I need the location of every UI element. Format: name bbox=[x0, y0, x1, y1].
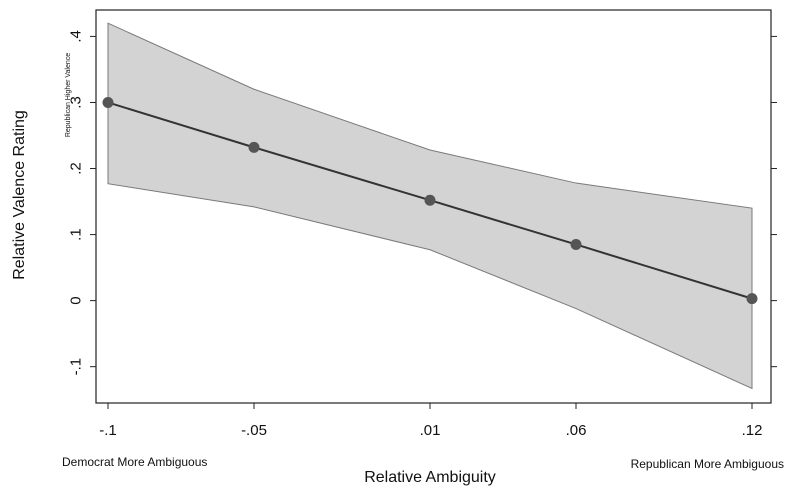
y-tick-label: 0 bbox=[68, 296, 85, 304]
data-point bbox=[746, 293, 758, 305]
right-note: Republican More Ambiguous bbox=[631, 457, 784, 471]
confidence-band-layer bbox=[107, 22, 753, 390]
plot-frame bbox=[95, 9, 772, 404]
y-axis: -.1 0 .1 .2 .3 .4 bbox=[68, 30, 777, 376]
y-tick-label: .3 bbox=[68, 96, 85, 109]
y-axis-title: Relative Valence Rating bbox=[11, 110, 28, 280]
top-note: Republican Higher Valence bbox=[65, 53, 72, 137]
y-tick-label: .4 bbox=[68, 30, 85, 43]
left-note: Democrat More Ambiguous bbox=[62, 455, 207, 469]
y-tick-label: .1 bbox=[68, 228, 85, 241]
data-point bbox=[570, 238, 582, 250]
x-tick-label: -.1 bbox=[99, 422, 117, 439]
x-tick-label: -.05 bbox=[241, 422, 267, 439]
data-point-layer bbox=[102, 96, 758, 305]
x-tick-label: .06 bbox=[566, 422, 587, 439]
x-tick-label: .01 bbox=[420, 422, 441, 439]
y-tick-label: -.1 bbox=[68, 358, 85, 376]
x-axis-title: Relative Ambiguity bbox=[364, 469, 496, 486]
y-tick-label: .2 bbox=[68, 162, 85, 175]
data-point bbox=[424, 194, 436, 206]
x-tick-label: .12 bbox=[742, 422, 763, 439]
data-point bbox=[248, 141, 260, 153]
confidence-band bbox=[107, 22, 753, 390]
x-axis: -.1 -.05 .01 .06 .12 bbox=[99, 403, 762, 439]
data-point bbox=[102, 96, 114, 108]
